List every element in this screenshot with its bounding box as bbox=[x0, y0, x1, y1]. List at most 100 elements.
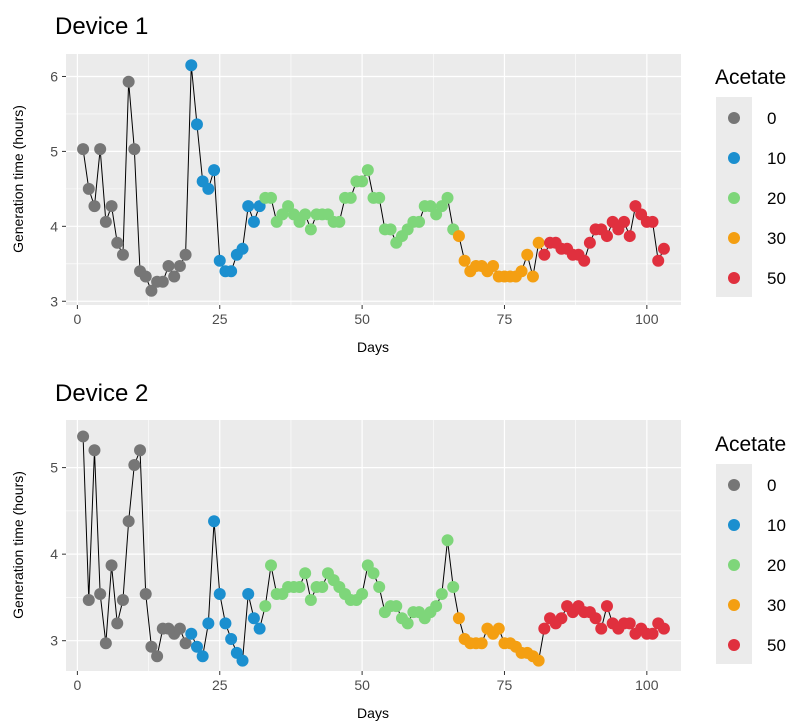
data-point bbox=[435, 587, 448, 600]
legend-marker bbox=[728, 112, 740, 124]
data-point bbox=[190, 118, 203, 131]
data-point bbox=[458, 254, 471, 267]
plot-background bbox=[66, 420, 681, 671]
data-point bbox=[515, 265, 528, 278]
data-point bbox=[487, 260, 500, 273]
data-point bbox=[208, 515, 221, 528]
data-point bbox=[213, 587, 226, 600]
legend-marker bbox=[728, 559, 740, 571]
data-point bbox=[94, 143, 107, 156]
legend: Acetate 0 10 20 30 50 bbox=[715, 433, 786, 664]
data-point bbox=[475, 637, 488, 650]
data-point bbox=[105, 200, 118, 213]
data-point bbox=[122, 75, 135, 88]
data-point bbox=[111, 236, 124, 249]
x-tick-label: 75 bbox=[497, 311, 513, 327]
data-point bbox=[623, 230, 636, 243]
data-point bbox=[122, 515, 135, 528]
data-point bbox=[532, 654, 545, 667]
data-point bbox=[526, 270, 539, 283]
data-point bbox=[168, 270, 181, 283]
data-point bbox=[521, 248, 534, 261]
data-point bbox=[156, 275, 169, 288]
data-point bbox=[236, 242, 249, 255]
data-point bbox=[652, 254, 665, 267]
data-point bbox=[578, 254, 591, 267]
x-tick-label: 100 bbox=[635, 311, 659, 327]
data-point bbox=[208, 164, 221, 177]
data-point bbox=[356, 587, 369, 600]
legend-marker bbox=[728, 599, 740, 611]
y-axis-ticks: 3 4 5 bbox=[50, 460, 66, 649]
x-axis-label: Days bbox=[357, 339, 389, 355]
data-point bbox=[356, 175, 369, 188]
device-2-chart: Device 2 3 4 5 0 25 50 75 100 Days Generation … bbox=[10, 380, 681, 721]
data-point bbox=[139, 587, 152, 600]
data-point bbox=[173, 622, 186, 635]
legend-marker bbox=[728, 192, 740, 204]
data-point bbox=[77, 143, 90, 156]
data-point bbox=[185, 59, 198, 72]
data-point bbox=[139, 270, 152, 283]
data-point bbox=[196, 650, 209, 663]
data-points bbox=[77, 59, 670, 297]
data-point bbox=[247, 612, 260, 625]
data-point bbox=[236, 654, 249, 667]
x-axis-label: Days bbox=[357, 705, 389, 721]
data-point bbox=[179, 637, 192, 650]
legend-marker bbox=[728, 519, 740, 531]
data-point bbox=[213, 254, 226, 267]
data-point bbox=[316, 581, 329, 594]
legend-title: Acetate bbox=[715, 433, 786, 456]
legend-label: 30 bbox=[767, 596, 786, 615]
data-point bbox=[538, 248, 551, 261]
device-1-chart: Device 1 3 4 5 6 0 25 50 75 100 Days Generation… bbox=[10, 13, 681, 355]
y-tick-label: 3 bbox=[50, 633, 58, 649]
legend-label: 50 bbox=[767, 636, 786, 655]
data-point bbox=[304, 594, 317, 607]
data-point bbox=[99, 637, 112, 650]
y-tick-label: 5 bbox=[50, 460, 58, 476]
data-point bbox=[145, 284, 158, 297]
data-point bbox=[618, 215, 631, 228]
data-point bbox=[646, 215, 659, 228]
y-tick-label: 4 bbox=[50, 218, 58, 234]
data-point bbox=[657, 242, 670, 255]
y-axis-label: Generation time (hours) bbox=[10, 471, 26, 619]
data-point bbox=[88, 200, 101, 213]
legend-items: 0 10 20 30 50 bbox=[728, 109, 786, 288]
data-point bbox=[595, 622, 608, 635]
data-point bbox=[657, 622, 670, 635]
legend-label: 50 bbox=[767, 269, 786, 288]
data-point bbox=[299, 567, 312, 580]
data-point bbox=[202, 617, 215, 630]
legend-label: 20 bbox=[767, 189, 786, 208]
data-point bbox=[452, 230, 465, 243]
data-point bbox=[128, 143, 141, 156]
data-point bbox=[401, 617, 414, 630]
data-point bbox=[344, 191, 357, 204]
legend-marker bbox=[728, 479, 740, 491]
y-tick-label: 5 bbox=[50, 143, 58, 159]
data-points bbox=[77, 430, 670, 667]
data-point bbox=[82, 182, 95, 195]
data-point bbox=[361, 164, 374, 177]
chart-title: Device 2 bbox=[55, 380, 148, 407]
data-point bbox=[373, 581, 386, 594]
data-point bbox=[555, 612, 568, 625]
x-axis-ticks: 0 25 50 75 100 bbox=[73, 305, 659, 327]
data-point bbox=[441, 191, 454, 204]
data-point bbox=[77, 430, 90, 443]
data-point bbox=[128, 459, 141, 472]
legend-items: 0 10 20 30 50 bbox=[728, 476, 786, 655]
data-point bbox=[430, 600, 443, 613]
data-point bbox=[225, 265, 238, 278]
legend-marker bbox=[728, 272, 740, 284]
data-point bbox=[384, 223, 397, 236]
legend-label: 0 bbox=[767, 476, 776, 495]
data-point bbox=[99, 215, 112, 228]
y-tick-label: 6 bbox=[50, 68, 58, 84]
data-point bbox=[447, 581, 460, 594]
data-point bbox=[225, 632, 238, 645]
data-point bbox=[82, 594, 95, 607]
